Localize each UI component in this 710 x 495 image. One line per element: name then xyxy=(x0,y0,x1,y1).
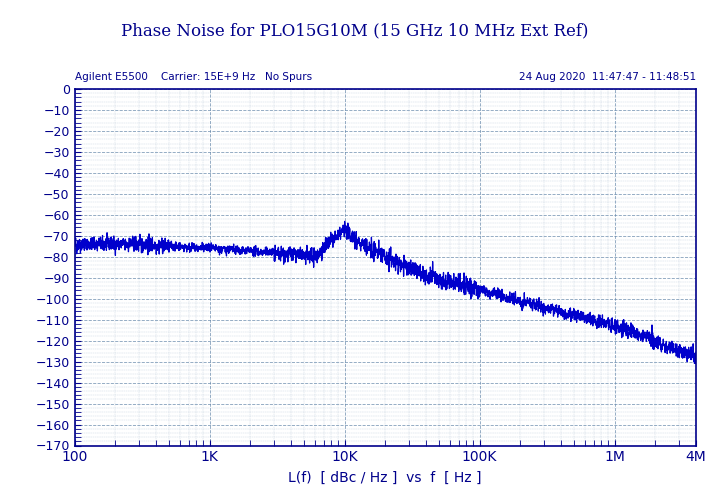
Text: Agilent E5500    Carrier: 15E+9 Hz   No Spurs: Agilent E5500 Carrier: 15E+9 Hz No Spurs xyxy=(75,72,312,82)
Text: 24 Aug 2020  11:47:47 - 11:48:51: 24 Aug 2020 11:47:47 - 11:48:51 xyxy=(519,72,696,82)
X-axis label: L(f)  [ dBc / Hz ]  vs  f  [ Hz ]: L(f) [ dBc / Hz ] vs f [ Hz ] xyxy=(288,471,482,485)
Text: Phase Noise for PLO15G10M (15 GHz 10 MHz Ext Ref): Phase Noise for PLO15G10M (15 GHz 10 MHz… xyxy=(121,22,589,39)
